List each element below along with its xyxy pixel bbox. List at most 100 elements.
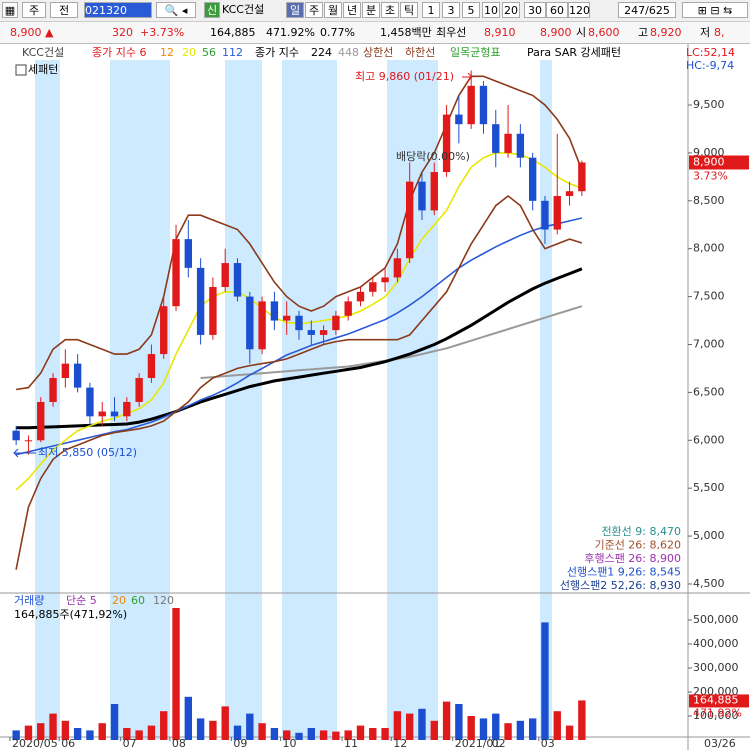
volume-bar	[393, 711, 402, 740]
candle-body	[393, 258, 402, 278]
volume-bar	[319, 730, 328, 740]
candle-body	[418, 181, 426, 211]
y-tick-label: 5,000	[693, 529, 725, 542]
price: 8,900 ▲	[10, 26, 54, 39]
low: 8,	[714, 26, 725, 39]
x-tick-label: 08	[172, 737, 186, 750]
candle-body	[565, 191, 574, 197]
type-button[interactable]: 전	[50, 2, 78, 18]
period-button[interactable]: 주	[305, 2, 323, 18]
volume-bar	[61, 720, 70, 740]
volume-bar	[98, 723, 106, 740]
lc-label: LC:52,14	[686, 46, 735, 59]
ma-line	[16, 267, 583, 430]
period-button[interactable]: 120	[568, 2, 590, 18]
volume-bar	[578, 700, 586, 740]
volume-bar	[246, 713, 254, 740]
high-arrow	[462, 72, 473, 82]
tag: 신	[204, 2, 220, 18]
volume-legend: 60	[131, 594, 145, 607]
volume-bar	[24, 725, 33, 740]
menu-icon[interactable]: ▦	[2, 2, 18, 18]
open-label: 시	[576, 26, 587, 39]
candle-body	[172, 239, 180, 307]
period-button[interactable]: 20	[502, 2, 520, 18]
period-button[interactable]: 3	[442, 2, 460, 18]
candle-body	[369, 282, 377, 292]
period-button[interactable]: 1	[422, 2, 440, 18]
hc-label: HC:-9,74	[686, 59, 734, 72]
candle-body	[86, 387, 94, 417]
period-button[interactable]: 틱	[400, 2, 418, 18]
ichimoku-label: 선행스팬2 52,26: 8,930	[560, 579, 681, 592]
candle-body	[233, 263, 242, 297]
candle-body	[467, 85, 475, 125]
tools-icon[interactable]: 🔍 ◂	[156, 2, 196, 18]
volume-bar	[504, 723, 512, 740]
legend-icon	[15, 64, 27, 76]
x-tick-label: 09	[233, 737, 247, 750]
period-button[interactable]: 초	[381, 2, 399, 18]
period-button[interactable]: 30	[524, 2, 546, 18]
volume-bar	[516, 720, 525, 740]
period-shade	[387, 60, 438, 740]
period-button[interactable]: 월	[324, 2, 342, 18]
candle-body	[12, 430, 20, 441]
market-button[interactable]: 주	[22, 2, 46, 18]
period-button[interactable]: 10	[482, 2, 500, 18]
y-tick-label: 6,500	[693, 385, 725, 398]
volume-bar	[356, 725, 365, 740]
volume-bar	[73, 728, 82, 740]
last-volume-label: 164,885	[693, 693, 739, 706]
x-tick-label: 2021/01	[455, 737, 501, 750]
ma-line	[15, 194, 583, 570]
period-button[interactable]: 년	[343, 2, 361, 18]
y-tick-label: 500,000	[693, 613, 739, 626]
volume-bar	[418, 708, 426, 740]
quote-bar: 8,900 ▲ 320 +3.73% 164,885 471.92% 0.77%…	[0, 22, 750, 44]
period-button[interactable]: 분	[362, 2, 380, 18]
volume-bar	[209, 720, 217, 740]
period-button[interactable]: 60	[546, 2, 568, 18]
candle-body	[258, 301, 266, 350]
toolbar-icons[interactable]: ⊞ ⊟ ⇆	[682, 2, 748, 18]
volume-bar	[455, 704, 463, 740]
code-input[interactable]: 021320	[84, 2, 152, 18]
legend-item: 하한선	[405, 45, 435, 59]
period-button[interactable]: 5	[462, 2, 480, 18]
legend-item: 12	[160, 46, 174, 59]
candle-body	[319, 330, 328, 335]
candle-body	[455, 114, 463, 125]
legend-item: Para SAR 강세패턴	[527, 46, 621, 59]
candle-body	[246, 296, 254, 350]
volume-bar	[307, 728, 315, 740]
x-tick-label: 2020/05	[12, 737, 58, 750]
legend-item: 56	[202, 46, 216, 59]
open: 8,600	[588, 26, 620, 39]
volume-bar	[12, 730, 20, 740]
volume-bar	[492, 713, 500, 740]
dividend-annotation: 배당락(0.00%)	[396, 150, 470, 163]
last-volume-rate: 471.92%	[693, 706, 742, 719]
volume-bar	[110, 704, 119, 740]
period-button[interactable]: 일	[286, 2, 304, 18]
candle-body	[37, 401, 45, 441]
volume-bar	[528, 718, 537, 740]
candle-body	[49, 378, 57, 402]
candle-body	[442, 114, 451, 173]
y-tick-label: 6,000	[693, 433, 725, 446]
ichimoku-label: 후행스팬 26: 8,900	[584, 552, 681, 565]
legend-item: 상한선	[363, 46, 393, 59]
candle-body	[381, 277, 389, 283]
candle-body	[160, 306, 168, 355]
candle-body	[61, 363, 70, 379]
x-tick-label: 03	[541, 737, 555, 750]
volume-bar	[184, 696, 193, 740]
ichimoku-label: 선행스팬1 9,26: 8,545	[567, 566, 681, 579]
candle-body	[184, 239, 193, 268]
volume-bar	[332, 731, 340, 740]
candle-body	[504, 133, 512, 153]
volume-bar	[221, 706, 229, 740]
candle-body	[578, 162, 586, 192]
